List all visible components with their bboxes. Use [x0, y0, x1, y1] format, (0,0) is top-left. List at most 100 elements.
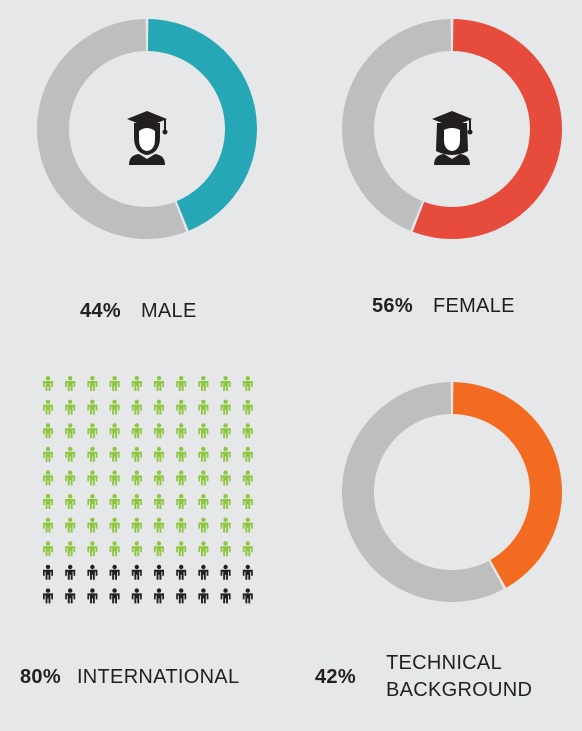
female-donut-chart — [340, 17, 564, 241]
female-label: FEMALE — [432, 295, 515, 317]
person-icon — [87, 376, 98, 391]
person-icon — [154, 588, 164, 604]
female-stat: 56% FEMALE — [372, 293, 515, 320]
person-icon — [43, 517, 53, 533]
person-icon — [242, 446, 253, 462]
person-icon — [65, 423, 76, 439]
person-icon — [43, 446, 53, 462]
person-icon — [65, 517, 76, 533]
person-icon — [87, 541, 98, 557]
person-icon — [131, 564, 142, 580]
person-icon — [154, 446, 164, 462]
person-icon — [176, 399, 187, 415]
person-icon — [87, 423, 98, 439]
person-icon — [154, 376, 164, 391]
person-icon — [154, 564, 164, 580]
person-icon — [220, 541, 231, 557]
person-icon — [154, 494, 164, 509]
person-icon — [242, 470, 253, 486]
graduate-female-icon — [432, 111, 473, 165]
person-icon — [220, 588, 231, 604]
person-icon — [242, 517, 253, 533]
person-icon — [43, 423, 53, 439]
international-stat: 80% INTERNATIONAL — [20, 664, 239, 691]
male-stat: 44% MALE — [80, 298, 197, 325]
person-icon — [154, 541, 164, 557]
person-icon — [220, 399, 231, 415]
person-icon — [154, 470, 164, 486]
male-percent: 44% — [80, 300, 121, 322]
person-icon — [109, 470, 120, 486]
person-icon — [220, 423, 231, 439]
technical-label: TECHNICAL BACKGROUND — [386, 650, 532, 704]
female-donut-segments — [342, 19, 562, 239]
person-icon — [109, 399, 120, 415]
person-icon — [176, 517, 187, 533]
person-icon — [43, 564, 53, 580]
person-icon — [176, 494, 187, 509]
person-icon — [154, 399, 164, 415]
person-icon — [220, 494, 231, 509]
male-label: MALE — [140, 300, 197, 322]
person-icon — [198, 517, 209, 533]
person-icon — [109, 588, 120, 604]
person-icon — [198, 423, 209, 439]
person-icon — [65, 399, 76, 415]
person-icon — [176, 423, 187, 439]
person-icon — [131, 494, 142, 509]
person-icon — [43, 376, 53, 391]
person-icon — [220, 470, 231, 486]
person-icon — [109, 517, 120, 533]
person-icon — [87, 564, 98, 580]
person-icon — [65, 446, 76, 462]
person-icon — [242, 564, 253, 580]
person-icon — [109, 564, 120, 580]
person-icon — [176, 564, 187, 580]
person-icon — [65, 470, 76, 486]
person-icon — [43, 399, 53, 415]
person-icon — [176, 541, 187, 557]
person-icon — [131, 470, 142, 486]
international-label: INTERNATIONAL — [76, 666, 240, 688]
male-donut-segments — [36, 19, 257, 239]
person-icon — [43, 470, 53, 486]
person-icon — [87, 399, 98, 415]
technical-donut-svg — [342, 382, 562, 602]
person-icon — [198, 494, 209, 509]
female-remainder-segment — [342, 19, 452, 231]
person-icon — [242, 588, 253, 604]
technical-label-line1: TECHNICAL — [385, 652, 502, 674]
technical-stat: 42% TECHNICAL BACKGROUND — [315, 650, 532, 704]
technical-highlight-segment — [452, 382, 562, 588]
person-icon — [242, 494, 253, 509]
technical-percent: 42% — [315, 665, 356, 688]
person-icon — [65, 564, 76, 580]
person-icon — [220, 376, 231, 391]
person-icon — [43, 541, 53, 557]
person-icon — [87, 494, 98, 509]
person-icon — [154, 423, 164, 439]
male-remainder-segment — [36, 19, 187, 239]
female-percent: 56% — [372, 295, 413, 317]
person-icon — [198, 376, 209, 391]
person-icon — [198, 399, 209, 415]
technical-donut-segments — [342, 382, 562, 602]
technical-remainder-segment — [342, 382, 504, 602]
person-icon — [131, 588, 142, 604]
female-highlight-segment — [412, 19, 562, 239]
person-icon — [65, 376, 76, 391]
person-icon — [220, 517, 231, 533]
person-icon — [198, 541, 209, 557]
person-icon — [65, 588, 76, 604]
person-icon — [242, 541, 253, 557]
person-icon — [220, 564, 231, 580]
person-icon — [131, 399, 142, 415]
person-icon — [131, 423, 142, 439]
person-icon — [176, 588, 187, 604]
person-icon — [198, 564, 209, 580]
person-icon — [154, 517, 164, 533]
person-icon — [43, 588, 53, 604]
person-icon — [198, 588, 209, 604]
person-icon — [109, 541, 120, 557]
pictogram-svg — [43, 376, 253, 604]
